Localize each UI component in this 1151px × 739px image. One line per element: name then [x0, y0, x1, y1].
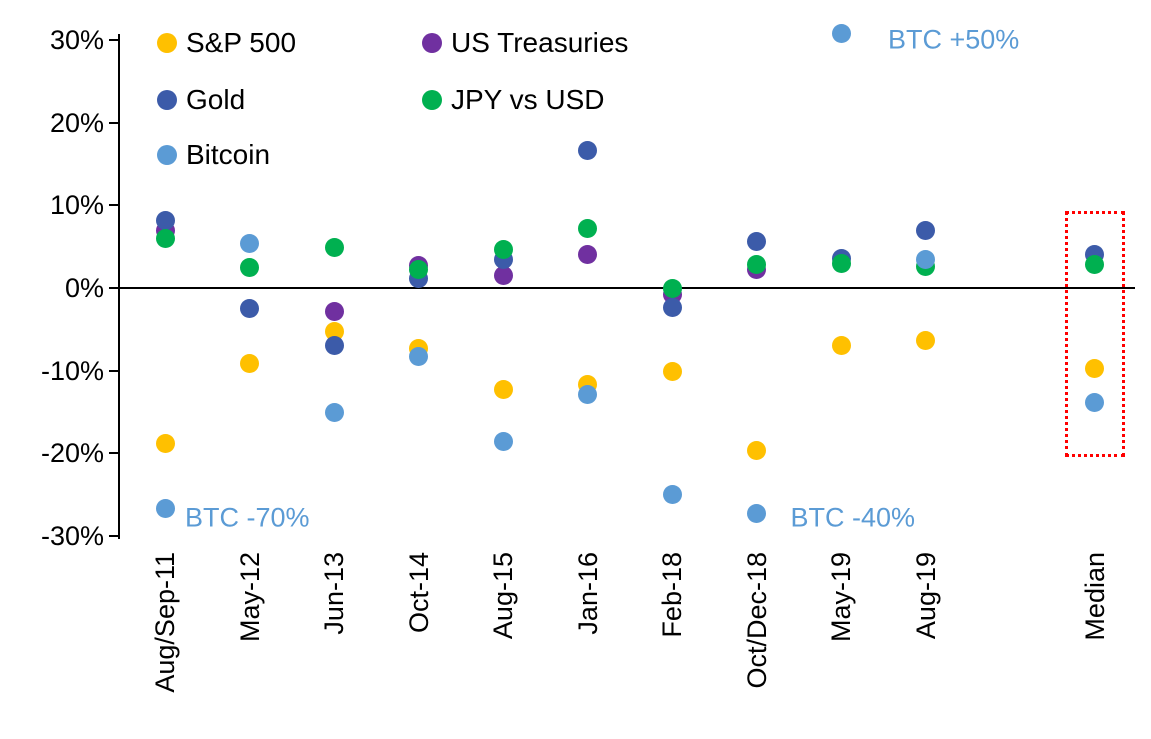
- dot-bitcoin-may-12: [240, 233, 259, 253]
- legend-dot-gold: [157, 90, 177, 110]
- dot-bitcoin-aug-19: [916, 250, 935, 270]
- legend-label-bitcoin: Bitcoin: [186, 139, 271, 170]
- y-tick-label-30: -30%: [40, 521, 104, 551]
- dot-s-p-500-oct-dec-18: [747, 440, 766, 460]
- legend-dot-us-treasuries: [422, 33, 442, 53]
- x-axis-label-aug-sep-11: Aug/Sep-11: [150, 552, 180, 693]
- y-tick-mark: [109, 287, 118, 289]
- dot-jpy-vs-usd-may-12: [240, 257, 259, 277]
- dot-gold-jan-16: [578, 141, 597, 161]
- dot-bitcoin-aug-15: [493, 432, 513, 452]
- y-tick-mark: [109, 121, 118, 124]
- dot-jpy-vs-usd-jan-16: [578, 218, 597, 238]
- x-axis-label-feb-18: Feb-18: [657, 552, 687, 638]
- y-tick-mark: [109, 369, 118, 372]
- dot-bitcoin-feb-18: [662, 485, 682, 505]
- legend-dot-sp500: [157, 33, 177, 53]
- dot-s-p-500-feb-18: [662, 361, 682, 381]
- y-tick-mark: [109, 452, 118, 455]
- zero-axis-line: [118, 287, 1135, 289]
- dot-jpy-vs-usd-aug-15: [493, 239, 513, 259]
- dot-s-p-500-median: [1085, 358, 1104, 378]
- y-tick-label-0: 0%: [64, 273, 104, 303]
- x-axis-label-oct-14: Oct-14: [403, 552, 434, 634]
- dot-s-p-500-aug-19: [916, 331, 935, 351]
- dot-s-p-500-may-12: [240, 353, 259, 373]
- dot-s-p-500-aug-sep-11: [155, 433, 175, 453]
- y-tick-mark: [109, 204, 118, 207]
- dot-jpy-vs-usd-oct-14: [409, 260, 428, 280]
- legend-item-sp500: S&P 500: [157, 27, 297, 58]
- legend-dot-jpy-vs-usd: [422, 90, 442, 110]
- dot-bitcoin-may-19: [831, 23, 851, 43]
- dot-s-p-500-may-19: [831, 335, 851, 355]
- dot-us-treasuries-jun-13: [324, 302, 344, 322]
- dot-us-treasuries-aug-15: [493, 266, 513, 286]
- dot-bitcoin-oct-dec-18: [747, 504, 766, 524]
- dot-bitcoin-aug-sep-11: [155, 499, 175, 519]
- y-tick-label-30: 30%: [49, 25, 104, 55]
- dot-jpy-vs-usd-aug-sep-11: [155, 228, 175, 248]
- dot-jpy-vs-usd-oct-dec-18: [747, 255, 766, 275]
- x-axis-label-oct-dec-18: Oct/Dec-18: [741, 552, 772, 689]
- legend-label-us-treasuries: US Treasuries: [451, 27, 629, 58]
- dot-gold-jun-13: [324, 335, 344, 355]
- dot-jpy-vs-usd-median: [1085, 254, 1104, 274]
- y-tick-label-20: -20%: [40, 438, 104, 469]
- legend-dot-bitcoin: [157, 145, 177, 165]
- y-tick-label-10: -10%: [40, 355, 104, 386]
- median-highlight-box: [1064, 211, 1125, 457]
- y-tick-label-20: 20%: [49, 107, 104, 138]
- dot-bitcoin-median: [1085, 393, 1104, 413]
- annotation-btc-70: BTC -70%: [185, 502, 310, 533]
- dot-gold-oct-dec-18: [747, 232, 766, 252]
- dot-jpy-vs-usd-jun-13: [324, 237, 344, 257]
- legend-item-bitcoin: Bitcoin: [157, 139, 271, 170]
- dot-gold-aug-sep-11: [155, 210, 175, 230]
- legend-label-sp500: S&P 500: [186, 27, 297, 58]
- legend-item-jpy-vs-usd: JPY vs USD: [422, 84, 605, 115]
- y-tick-mark: [109, 39, 118, 41]
- y-tick-mark: [109, 535, 118, 537]
- dot-bitcoin-oct-14: [409, 347, 428, 367]
- x-axis-label-may-12: May-12: [234, 552, 265, 643]
- dot-jpy-vs-usd-feb-18: [662, 278, 682, 298]
- legend-label-gold: Gold: [186, 84, 246, 115]
- x-axis-label-aug-19: Aug-19: [910, 552, 941, 640]
- y-axis-line: [118, 34, 120, 539]
- y-tick-label-10: 10%: [49, 190, 104, 221]
- x-axis-label-aug-15: Aug-15: [488, 552, 518, 640]
- dot-us-treasuries-jan-16: [578, 244, 597, 264]
- dot-gold-feb-18: [662, 298, 682, 318]
- legend-label-jpy-vs-usd: JPY vs USD: [451, 84, 605, 115]
- x-axis-label-may-19: May-19: [826, 552, 856, 643]
- dot-bitcoin-jan-16: [578, 385, 597, 405]
- dot-jpy-vs-usd-may-19: [831, 253, 851, 273]
- dot-gold-aug-19: [916, 220, 935, 240]
- x-axis-label-jan-16: Jan-16: [572, 552, 603, 635]
- annotation-btc-40: BTC -40%: [790, 502, 916, 533]
- legend-item-us-treasuries: US Treasuries: [422, 27, 629, 58]
- x-axis-label-jun-13: Jun-13: [319, 552, 349, 635]
- dot-gold-may-12: [240, 299, 259, 319]
- dot-bitcoin-jun-13: [324, 403, 344, 423]
- x-axis-label-median: Median: [1079, 552, 1110, 641]
- legend-item-gold: Gold: [157, 84, 246, 115]
- annotation-btc-50: BTC +50%: [888, 24, 1020, 55]
- dot-s-p-500-aug-15: [493, 380, 513, 400]
